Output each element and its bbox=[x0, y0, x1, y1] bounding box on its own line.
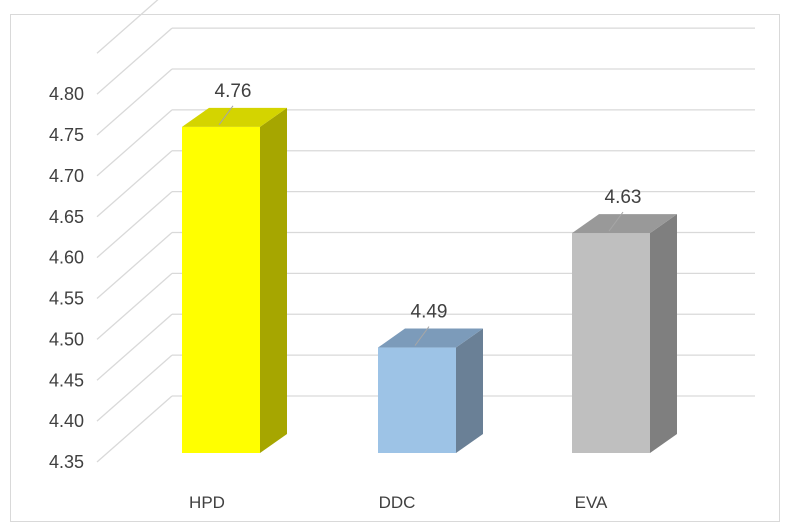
bar-side bbox=[456, 328, 483, 453]
gridline-side bbox=[96, 109, 173, 177]
gridline-side bbox=[96, 0, 159, 54]
bar-top bbox=[182, 107, 287, 127]
x-category-label: HPD bbox=[189, 493, 225, 512]
gridline-side bbox=[96, 150, 173, 218]
data-label: 4.63 bbox=[605, 187, 642, 208]
gridline-side bbox=[96, 395, 173, 463]
bar-top bbox=[572, 214, 677, 234]
gridline-side bbox=[96, 68, 173, 136]
x-axis-categories: HPD DDC EVA bbox=[189, 493, 608, 512]
data-label: 4.49 bbox=[411, 302, 448, 323]
y-tick-label: 4.50 bbox=[49, 329, 84, 349]
x-category-label: DDC bbox=[379, 493, 416, 512]
y-tick-label: 4.70 bbox=[49, 166, 84, 186]
gridline-side bbox=[96, 191, 173, 259]
gridline-side bbox=[96, 232, 173, 299]
y-tick-label: 4.40 bbox=[49, 411, 84, 431]
gridline-side bbox=[96, 354, 173, 422]
bar-front bbox=[378, 347, 456, 453]
leader-line bbox=[218, 105, 234, 126]
bar-top bbox=[378, 328, 483, 348]
bar-side bbox=[260, 107, 287, 453]
y-tick-label: 4.45 bbox=[49, 370, 84, 390]
y-tick-label: 4.55 bbox=[49, 289, 84, 309]
leader-line bbox=[608, 211, 624, 232]
gridline-side bbox=[96, 313, 173, 381]
x-category-label: EVA bbox=[575, 493, 608, 512]
y-tick-label: 4.80 bbox=[49, 84, 84, 104]
bar-front bbox=[572, 233, 650, 453]
bar-front bbox=[182, 126, 260, 453]
y-tick-label: 4.60 bbox=[49, 248, 84, 268]
gridline-side bbox=[96, 272, 173, 340]
y-axis-ticks: 4.35 4.40 4.45 4.50 4.55 4.60 4.65 4.70 4.75 4.80 bbox=[49, 84, 84, 472]
bar-side bbox=[650, 214, 677, 453]
data-label: 4.76 bbox=[215, 81, 252, 102]
leader-line bbox=[414, 326, 430, 346]
gridline-side bbox=[96, 27, 173, 95]
y-tick-label: 4.35 bbox=[49, 452, 84, 472]
y-tick-label: 4.75 bbox=[49, 125, 84, 145]
bars bbox=[182, 107, 677, 453]
y-tick-label: 4.65 bbox=[49, 207, 84, 227]
data-labels: 4.76 4.49 4.63 bbox=[215, 81, 642, 346]
